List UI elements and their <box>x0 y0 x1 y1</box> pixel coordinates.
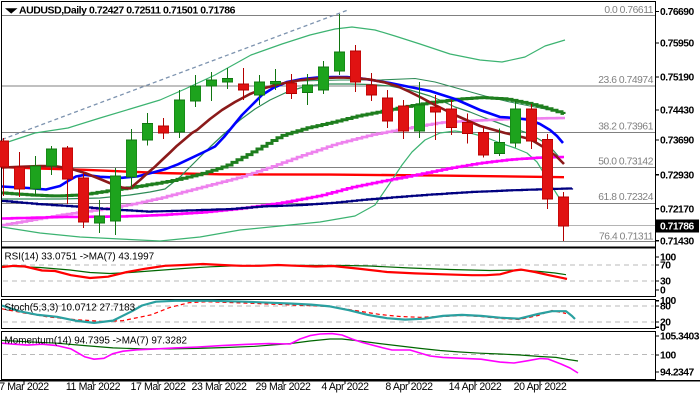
svg-text:0: 0 <box>660 286 666 297</box>
svg-text:0: 0 <box>660 323 666 334</box>
svg-text:0.73690: 0.73690 <box>660 136 694 147</box>
svg-text:11 Mar 2022: 11 Mar 2022 <box>66 381 121 393</box>
svg-text:105.3403: 105.3403 <box>660 332 700 343</box>
svg-text:38.2 0.73961: 38.2 0.73961 <box>598 121 653 132</box>
svg-text:100: 100 <box>660 351 676 362</box>
svg-text:20: 20 <box>660 318 671 329</box>
svg-text:0.71786: 0.71786 <box>660 222 694 233</box>
svg-text:29 Mar 2022: 29 Mar 2022 <box>255 381 311 393</box>
svg-text:8 Apr 2022: 8 Apr 2022 <box>385 381 433 393</box>
svg-text:17 Mar 2022: 17 Mar 2022 <box>130 381 186 393</box>
svg-text:4 Apr 2022: 4 Apr 2022 <box>321 381 369 393</box>
svg-text:61.8 0.72324: 61.8 0.72324 <box>598 192 653 203</box>
svg-text:7 Mar 2022: 7 Mar 2022 <box>0 381 49 393</box>
svg-text:23 Mar 2022: 23 Mar 2022 <box>191 381 247 393</box>
svg-text:30: 30 <box>660 277 671 288</box>
svg-text:76.4 0.71311: 76.4 0.71311 <box>599 232 654 243</box>
svg-text:0.75950: 0.75950 <box>660 39 694 50</box>
svg-text:0.0 0.76611: 0.0 0.76611 <box>604 5 653 16</box>
svg-text:RSI(14) 33.0751 ->MA(7) 43.19: RSI(14) 33.0751 ->MA(7) 43.1997 <box>5 252 155 263</box>
svg-text:0.76690: 0.76690 <box>660 7 694 18</box>
svg-text:20 Apr 2022: 20 Apr 2022 <box>514 381 567 393</box>
svg-text:100: 100 <box>660 296 676 307</box>
svg-text:Stoch(5,3,3) 10.0712 27.7183: Stoch(5,3,3) 10.0712 27.7183 <box>5 303 136 314</box>
svg-text:100: 100 <box>660 253 676 264</box>
svg-text:94.2347: 94.2347 <box>660 368 694 379</box>
svg-text:0.72170: 0.72170 <box>660 204 694 215</box>
svg-text:14 Apr 2022: 14 Apr 2022 <box>449 381 502 393</box>
svg-text:0.74430: 0.74430 <box>660 106 694 117</box>
svg-text:80: 80 <box>660 302 671 313</box>
svg-text:23.6 0.74974: 23.6 0.74974 <box>598 75 653 86</box>
svg-text:70: 70 <box>660 261 671 272</box>
svg-text:0.71430: 0.71430 <box>660 236 694 247</box>
svg-text:0.75190: 0.75190 <box>660 73 694 84</box>
svg-text:0.72930: 0.72930 <box>660 170 694 181</box>
svg-text:Momentum(14) 94.7395 ->MA(7): Momentum(14) 94.7395 ->MA(7) 97.3282 <box>5 336 188 347</box>
svg-text:50.0 0.73142: 50.0 0.73142 <box>598 156 653 167</box>
svg-text:AUDUSD,Daily 0.72427 0.72511: AUDUSD,Daily 0.72427 0.72511 0.71501 0.7… <box>19 5 236 17</box>
